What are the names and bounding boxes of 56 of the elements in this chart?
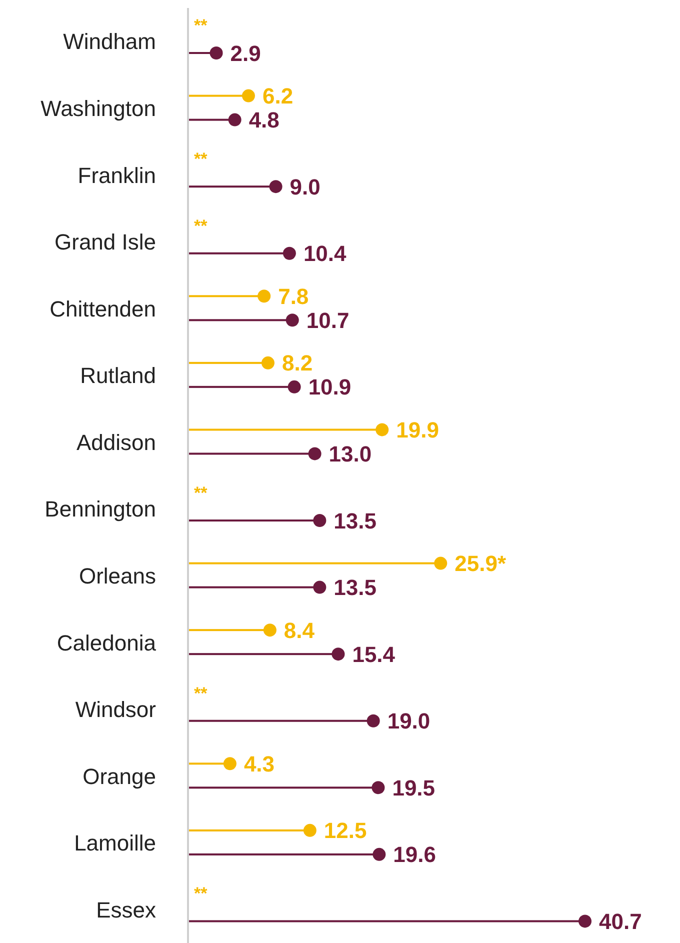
y-tick-label: Windham — [63, 29, 156, 54]
data-label: 19.6 — [393, 842, 436, 868]
point — [228, 113, 242, 126]
data-label: 19.0 — [387, 708, 430, 734]
data-label: 13.5 — [334, 508, 377, 534]
data-label: 13.0 — [328, 442, 372, 467]
y-tick-label: Essex — [96, 897, 156, 922]
point — [282, 246, 296, 260]
point — [308, 447, 322, 460]
data-label: 12.5 — [324, 818, 367, 844]
y-tick-label: Addison — [76, 430, 156, 455]
data-label: 9.0 — [290, 174, 320, 200]
data-label: 25.9* — [454, 551, 506, 576]
point — [578, 914, 592, 928]
data-label: 2.9 — [230, 40, 261, 66]
y-tick-label: Windsor — [75, 697, 156, 722]
text: ** — [194, 149, 208, 168]
point — [288, 380, 301, 394]
y-tick-label: Orange — [82, 764, 156, 789]
point — [332, 648, 345, 661]
point — [313, 514, 326, 527]
y-tick-label: Rutland — [80, 363, 156, 388]
text: ** — [194, 483, 208, 502]
point — [366, 714, 380, 728]
data-label: 8.4 — [284, 618, 316, 643]
y-tick-label: Washington — [40, 96, 156, 121]
text: ** — [194, 16, 208, 35]
y-tick-label: Bennington — [44, 496, 156, 522]
y-tick-label: Caledonia — [56, 630, 157, 656]
text: ** — [194, 216, 208, 236]
data-label: 10.7 — [306, 308, 350, 333]
data-label: 6.2 — [262, 84, 294, 109]
y-tick-label: Chittenden — [50, 296, 156, 322]
data-label: 13.5 — [334, 575, 377, 600]
point — [313, 580, 326, 594]
text: ** — [194, 884, 208, 904]
y-tick-label: Franklin — [78, 162, 156, 188]
y-tick-label: Lamoille — [74, 830, 156, 856]
data-label: 7.8 — [278, 284, 309, 309]
data-label: 8.2 — [282, 350, 313, 376]
data-label: 19.9 — [396, 418, 439, 443]
point — [372, 781, 385, 794]
y-tick-label: Orleans — [78, 563, 156, 588]
point — [286, 314, 299, 327]
point — [210, 46, 223, 60]
data-label: 40.7 — [599, 909, 642, 934]
data-label: 19.5 — [392, 775, 436, 800]
text: ** — [194, 684, 208, 703]
point — [372, 848, 386, 861]
data-label: 10.9 — [308, 374, 352, 400]
data-label: 10.4 — [303, 241, 348, 266]
data-label: 15.4 — [352, 642, 396, 667]
data-label: 4.3 — [244, 751, 275, 776]
y-tick-label: Grand Isle — [54, 230, 156, 255]
data-label: 4.8 — [248, 108, 280, 133]
point — [269, 180, 282, 194]
